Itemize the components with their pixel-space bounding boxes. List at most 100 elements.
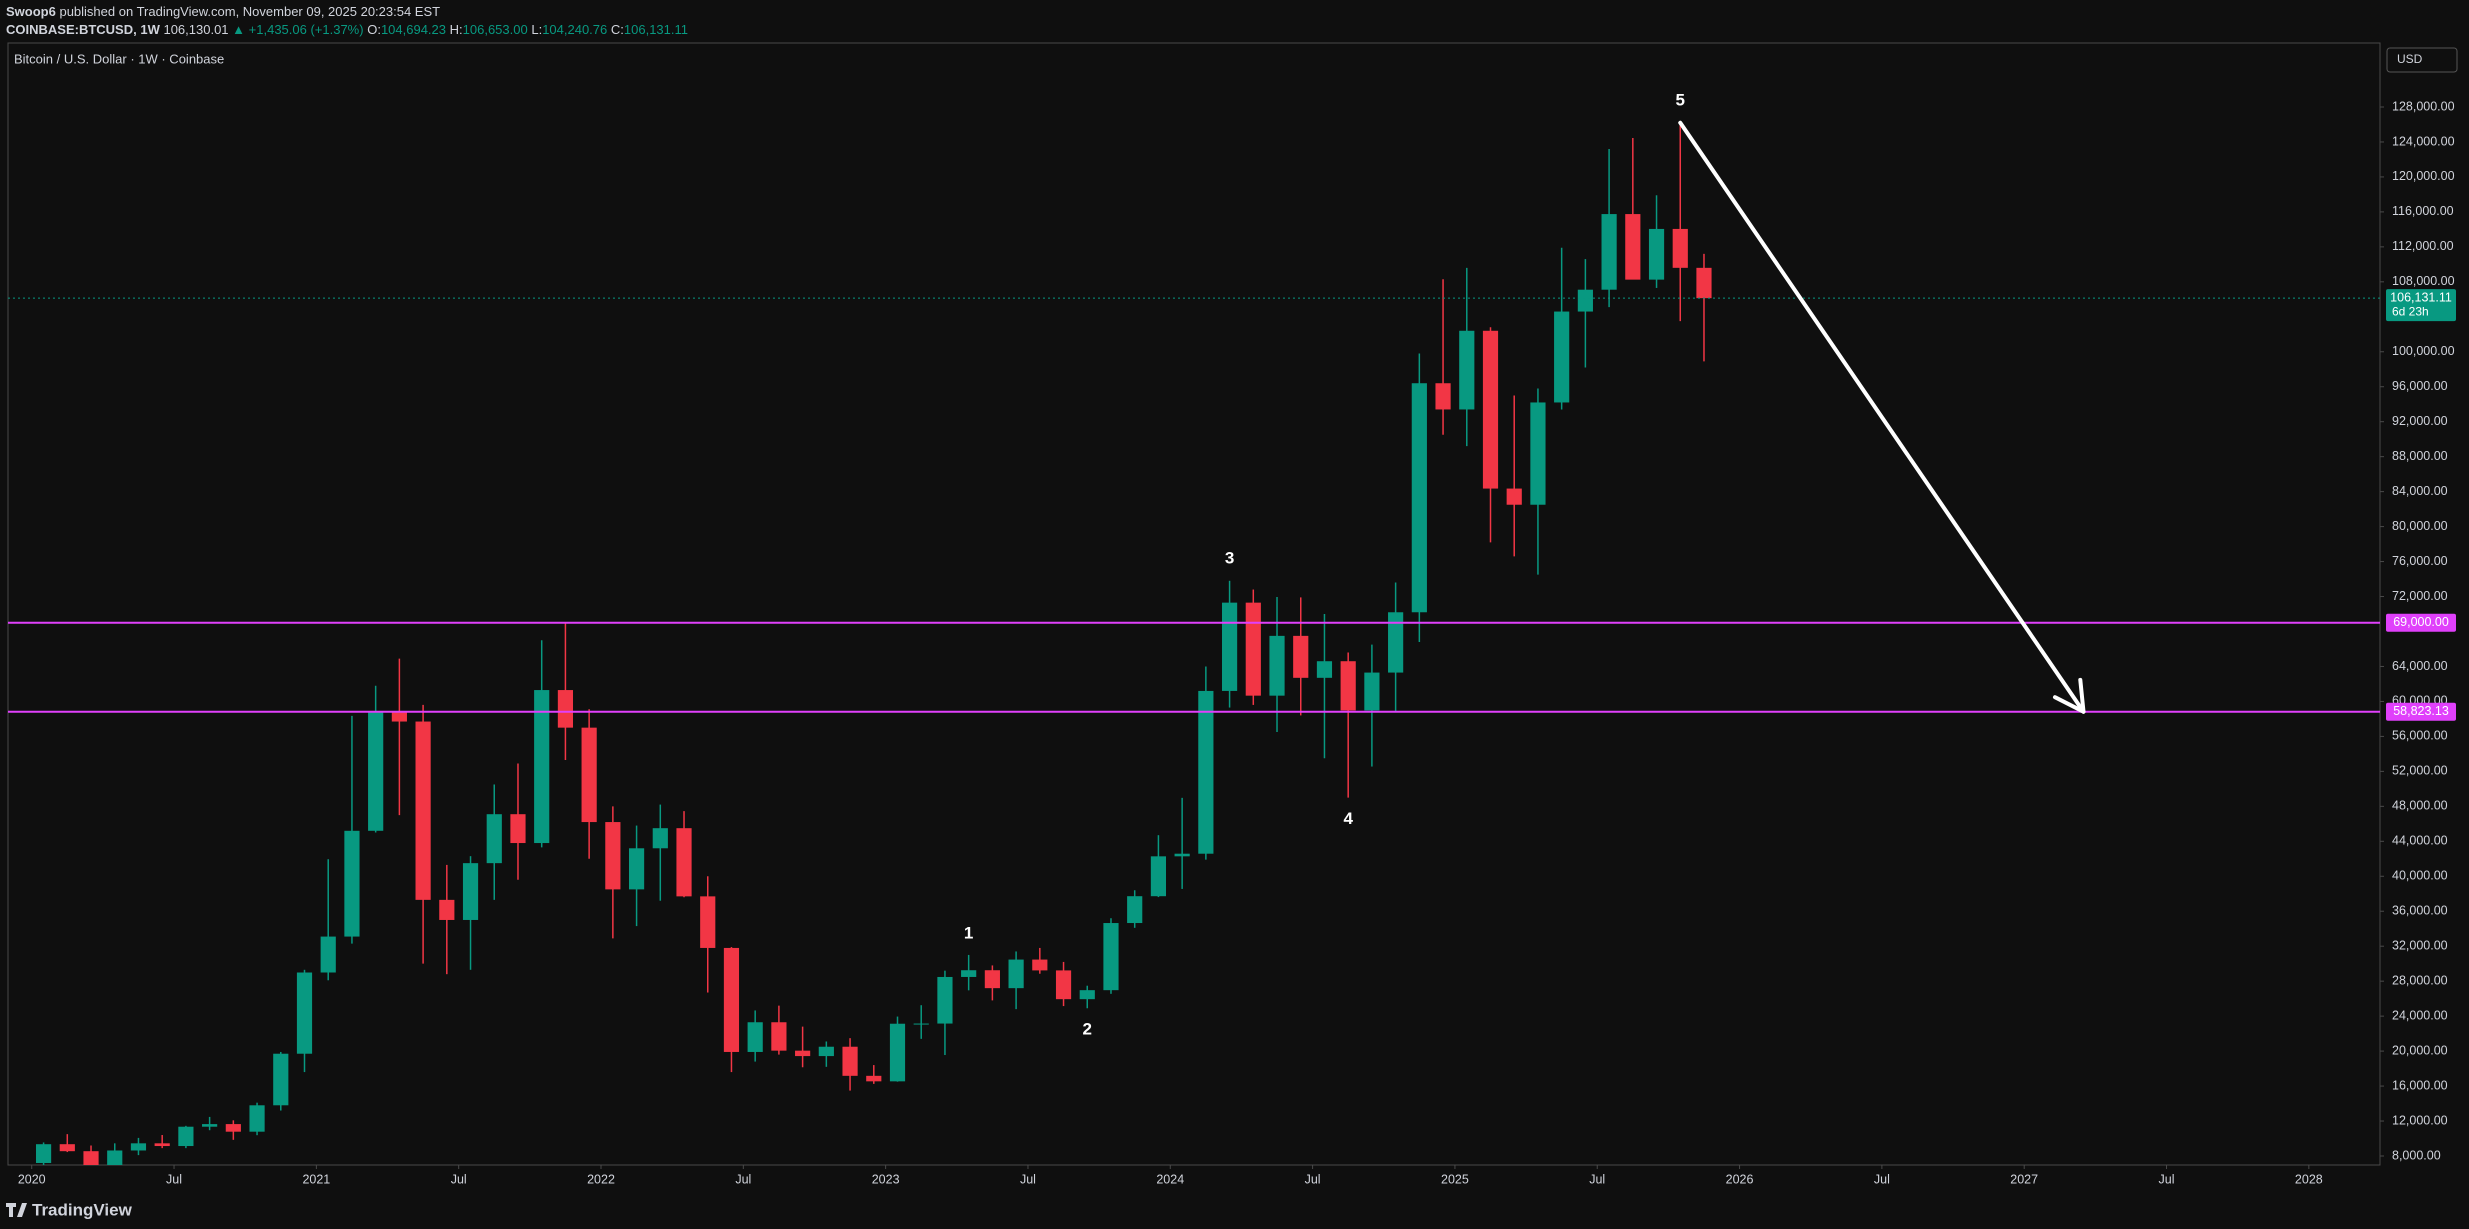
symbol: COINBASE:BTCUSD, 1W: [6, 22, 160, 37]
plot-frame: [7, 42, 2381, 1166]
candle-body: [1340, 661, 1356, 711]
price-label: 58,823.13: [2393, 704, 2449, 718]
x-tick-label: 2028: [2295, 1172, 2323, 1186]
x-tick-label: Jul: [1874, 1172, 1890, 1186]
x-tick-label: 2026: [1726, 1172, 1754, 1186]
candle-body: [486, 814, 502, 864]
x-tick-label: Jul: [1305, 1172, 1321, 1186]
candle-body: [628, 848, 645, 890]
x-tick-label: 2027: [2010, 1172, 2038, 1186]
wave-label: 1: [964, 923, 973, 942]
candle-body: [1530, 402, 1546, 505]
price-label: 69,000.00: [2393, 615, 2449, 629]
candle-body: [534, 690, 550, 844]
y-tick-label: 84,000.00: [2392, 484, 2448, 498]
plot: 1 2 3 4 5: [8, 90, 2380, 1165]
candle-body: [249, 1105, 265, 1132]
y-tick-label: 48,000.00: [2392, 799, 2448, 813]
ohlc-value: 106,131.11: [623, 22, 688, 37]
wave-label: 3: [1225, 548, 1234, 567]
y-tick-label: 32,000.00: [2392, 938, 2448, 952]
candle-body: [154, 1143, 170, 1147]
candle-body: [1245, 602, 1261, 696]
candle-body: [1127, 896, 1143, 924]
y-tick-label: 8,000.00: [2392, 1148, 2441, 1162]
ohlc-key: C:: [610, 22, 624, 37]
ohlc-key: L:: [531, 22, 543, 37]
header: Swoop6 published on TradingView.com, Nov…: [6, 3, 688, 39]
chart-title: Bitcoin / U.S. Dollar · 1W · Coinbase: [14, 51, 224, 66]
candle-body: [1032, 959, 1048, 971]
ohlc-value: 106,653.00: [462, 22, 528, 37]
candle-body: [771, 1022, 787, 1051]
candle-body: [1150, 856, 1167, 897]
candle-body: [439, 899, 455, 920]
candle-body: [344, 830, 360, 937]
x-tick-label: 2025: [1441, 1172, 1469, 1186]
currency[interactable]: USD: [2397, 52, 2423, 66]
candle-body: [1648, 228, 1665, 280]
candle-body: [723, 947, 740, 1052]
y-tick-label: 72,000.00: [2392, 589, 2448, 603]
y-tick-label: 80,000.00: [2392, 519, 2448, 533]
candle-body: [1696, 267, 1712, 299]
ohlc-key: H:: [449, 22, 463, 37]
x-tick-label: 2021: [302, 1172, 330, 1186]
candle-body: [1103, 923, 1119, 991]
candle-body: [1293, 635, 1309, 678]
y-tick-label: 28,000.00: [2392, 973, 2448, 987]
candle-body: [178, 1126, 194, 1147]
candle-body: [700, 896, 716, 948]
last-price-box: [2386, 289, 2456, 322]
candle-body: [1672, 228, 1688, 268]
y-tick-label: 96,000.00: [2392, 379, 2448, 393]
arrow-line: [1678, 120, 2086, 714]
y-tick-label: 100,000.00: [2392, 344, 2455, 358]
change: ▲ +1,435.06 (+1.37%): [232, 22, 364, 37]
candle-body: [1577, 289, 1593, 312]
x-tick-label: 2024: [1156, 1172, 1184, 1186]
y-tick-label: 36,000.00: [2392, 904, 2448, 918]
last-price-label: 106,131.11: [2390, 290, 2452, 304]
y-tick-label: 40,000.00: [2392, 869, 2448, 883]
ohlc-value: 104,694.23: [380, 22, 447, 37]
publisher: Swoop6: [6, 4, 56, 19]
y-tick-label: 64,000.00: [2392, 659, 2448, 673]
y-tick-label: 92,000.00: [2392, 414, 2448, 428]
x-tick-label: 2022: [587, 1172, 615, 1186]
y-tick-label: 76,000.00: [2392, 554, 2448, 568]
x-tick-label: Jul: [1020, 1172, 1036, 1186]
candle-body: [1625, 214, 1641, 280]
candle-body: [130, 1143, 147, 1151]
candle-body: [273, 1053, 289, 1106]
x-tick-label: 2020: [18, 1172, 46, 1186]
y-tick-label: 108,000.00: [2392, 274, 2455, 288]
candle-body: [1079, 990, 1095, 1000]
y-tick-label: 16,000.00: [2392, 1078, 2448, 1092]
candle-body: [937, 976, 953, 1024]
candle-body: [202, 1124, 218, 1127]
brand: TradingView: [32, 1200, 133, 1219]
candle-body: [581, 727, 597, 823]
candle-body: [1364, 672, 1380, 711]
ohlc: O:104,694.23 H:106,653.00 L:104,240.76 C…: [367, 22, 688, 37]
countdown: 6d 23h: [2392, 304, 2429, 318]
x-tick-label: 2023: [872, 1172, 900, 1186]
wave-label: 5: [1676, 90, 1685, 109]
price-label-box: [2386, 613, 2456, 632]
currency-button[interactable]: [2386, 47, 2458, 73]
published: published on TradingView.com, November 0…: [59, 4, 441, 19]
y-tick-label: 12,000.00: [2392, 1113, 2448, 1127]
candle-body: [913, 1023, 929, 1025]
candle-body: [1388, 612, 1404, 673]
y-tick-label: 20,000.00: [2392, 1043, 2448, 1057]
candle-body: [35, 1144, 52, 1163]
candle-body: [462, 863, 479, 920]
y-tick-label: 56,000.00: [2392, 729, 2448, 743]
y-tick-label: 24,000.00: [2392, 1008, 2448, 1022]
price-label-box: [2386, 702, 2456, 721]
x-tick-label: Jul: [735, 1172, 751, 1186]
candle-body: [961, 970, 977, 977]
